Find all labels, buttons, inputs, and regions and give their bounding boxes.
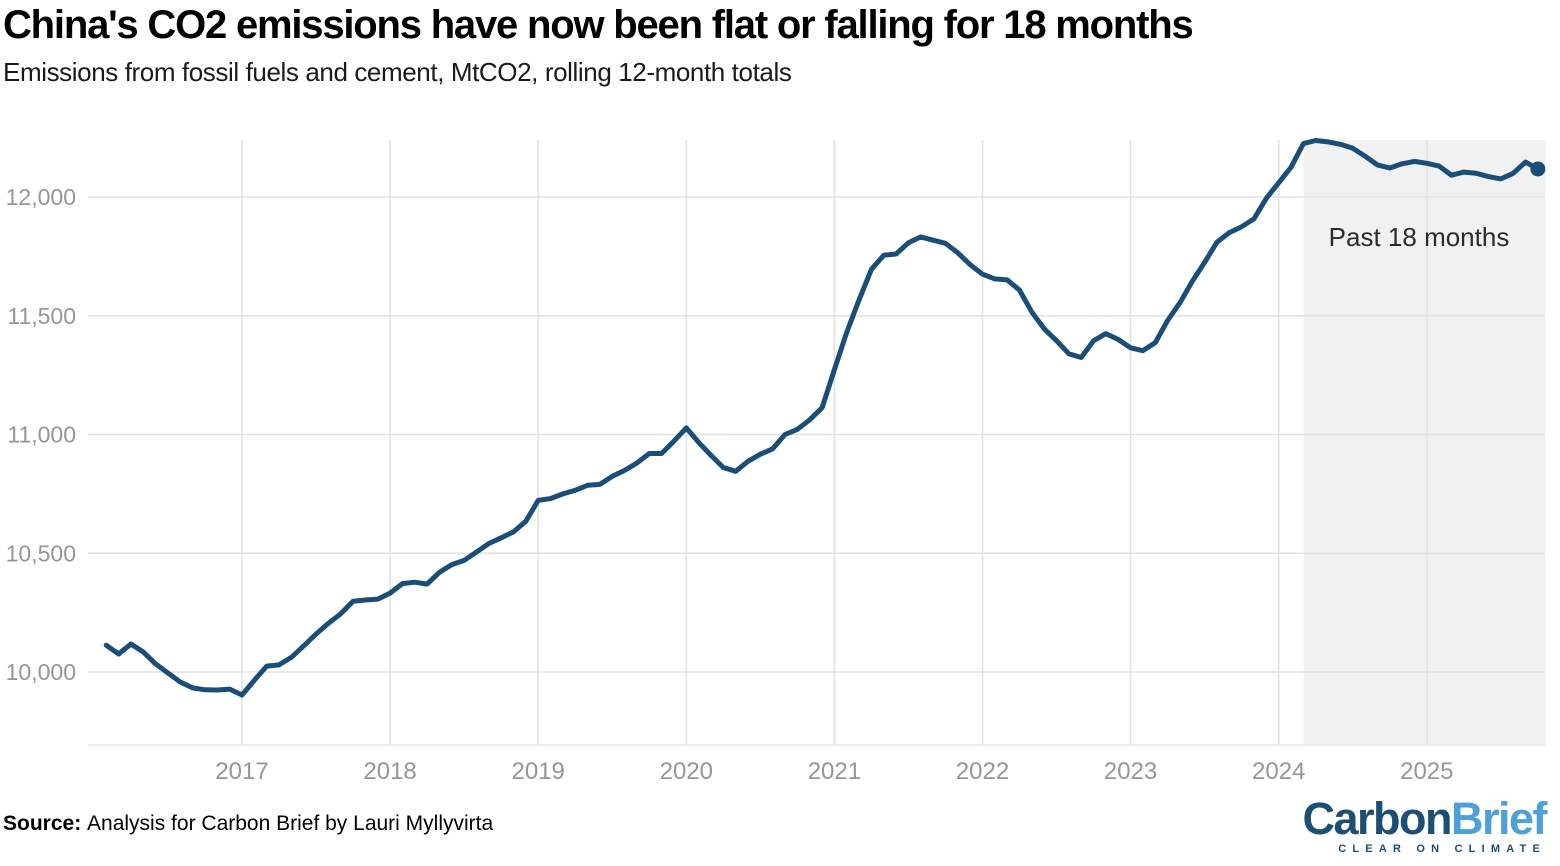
- x-axis-label-2023: 2023: [1104, 758, 1157, 785]
- y-axis-label-11000: 11,000: [7, 422, 76, 448]
- x-axis-label-2020: 2020: [660, 758, 713, 785]
- x-axis-label-2017: 2017: [215, 758, 268, 785]
- x-axis-label-2025: 2025: [1400, 758, 1453, 785]
- x-axis-label-2019: 2019: [512, 758, 565, 785]
- past-18-months-shaded-region: [1303, 140, 1546, 745]
- source-line: Source: Analysis for Carbon Brief by Lau…: [3, 812, 493, 836]
- x-axis-label-2021: 2021: [808, 758, 861, 785]
- page-subtitle: Emissions from fossil fuels and cement, …: [3, 57, 792, 87]
- logo-tagline: CLEAR ON CLIMATE: [1338, 843, 1546, 855]
- emissions-line: [103, 138, 1541, 698]
- logo-brief-text: Brief: [1450, 793, 1548, 844]
- latest-point-dot: [1530, 161, 1546, 177]
- x-axis-label-2022: 2022: [956, 758, 1009, 785]
- logo-carbon-text: Carbon: [1302, 793, 1452, 844]
- source-label: Source:: [3, 812, 82, 835]
- past-18-months-label: Past 18 months: [1329, 222, 1510, 252]
- x-axis-label-2024: 2024: [1252, 758, 1305, 785]
- logo-wordmark: CarbonBrief: [1302, 793, 1548, 844]
- y-axis-label-10500: 10,500: [6, 540, 76, 566]
- y-axis-label-10000: 10,000: [6, 659, 76, 685]
- y-axis-label-11500: 11,500: [7, 303, 76, 329]
- page-title: China's CO2 emissions have now been flat…: [3, 3, 1194, 47]
- chart-header: China's CO2 emissions have now been flat…: [3, 2, 1553, 88]
- carbonbrief-logo: CarbonBrief CLEAR ON CLIMATE: [1302, 793, 1548, 855]
- source-text: Analysis for Carbon Brief by Lauri Mylly…: [87, 812, 494, 835]
- x-axis-label-2018: 2018: [363, 758, 416, 785]
- y-axis-label-12000: 12,000: [6, 184, 76, 210]
